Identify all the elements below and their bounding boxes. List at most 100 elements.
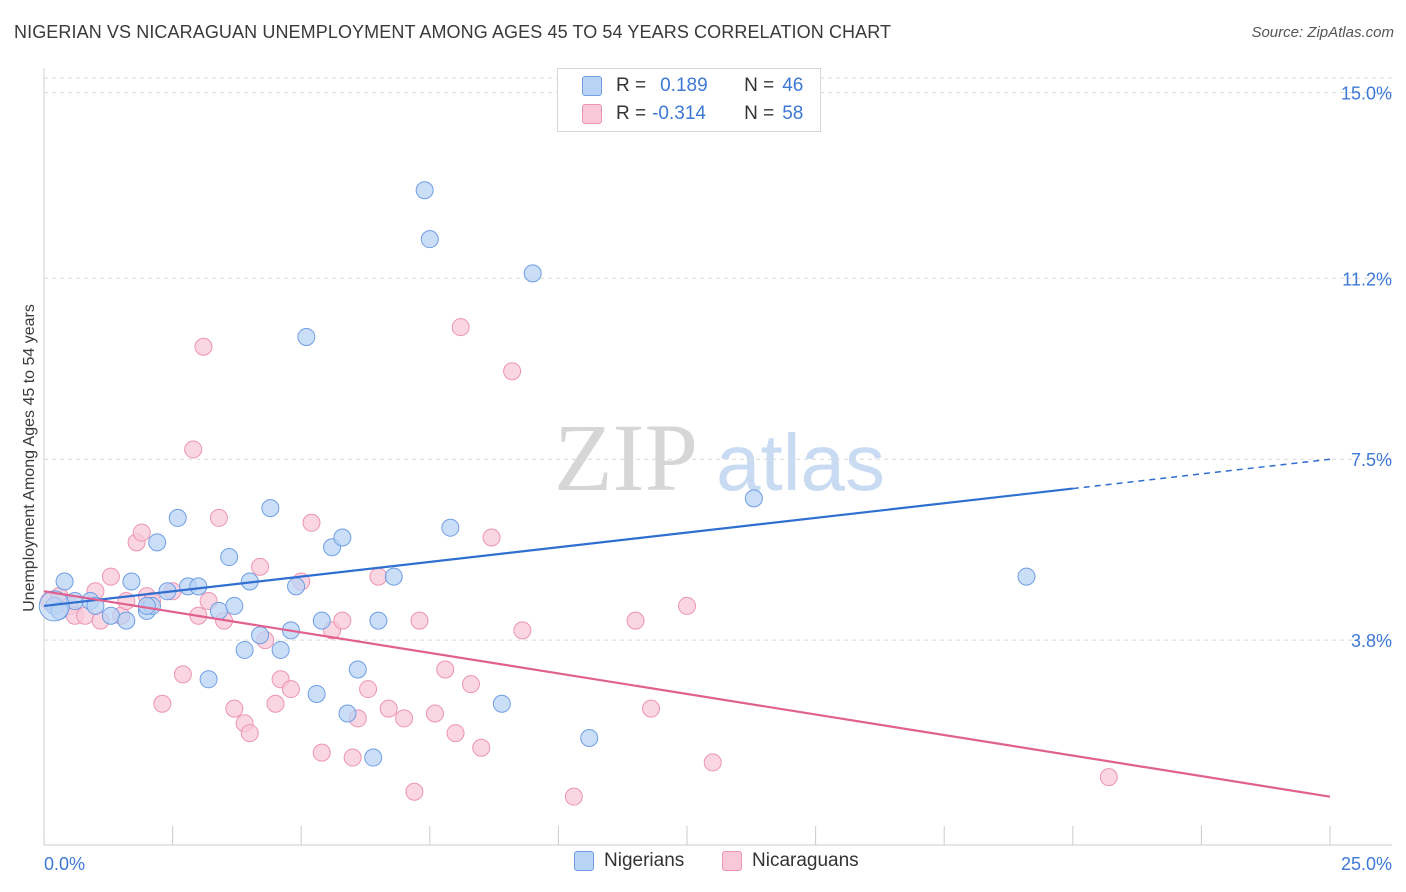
tick-labels: 3.8% 7.5% 11.2% 15.0% 0.0% 25.0% xyxy=(44,83,1392,874)
nicaraguans-point xyxy=(410,611,429,630)
chart-title: NIGERIAN VS NICARAGUAN UNEMPLOYMENT AMON… xyxy=(14,22,892,42)
nigerians-point xyxy=(271,640,290,659)
nigerians-r-value: 0.189 xyxy=(660,75,708,96)
watermark: ZIP atlas xyxy=(554,404,885,511)
nigerians-trend-extension xyxy=(1072,458,1331,490)
y-tick-label: 15.0% xyxy=(1341,83,1392,103)
x-tick-label: 25.0% xyxy=(1341,854,1392,874)
nicaraguans-point xyxy=(359,680,378,699)
legend-row-nicaraguans: R = -0.314 N = 58 xyxy=(582,101,803,127)
axis-ticks xyxy=(43,826,1392,846)
nigerians-point xyxy=(86,596,105,615)
nicaraguans-point xyxy=(461,675,480,694)
watermark-zip: ZIP xyxy=(554,404,698,511)
nicaraguans-point xyxy=(369,567,388,586)
nicaraguans-n-value: 58 xyxy=(782,103,804,124)
nigerians-points xyxy=(38,181,1036,767)
nicaraguans-point xyxy=(436,660,455,679)
x-tick-label: 0.0% xyxy=(44,854,85,874)
nigerians-point xyxy=(744,489,763,508)
trend-lines xyxy=(43,458,1331,798)
nicaraguans-point xyxy=(184,440,203,459)
nigerians-point xyxy=(415,181,434,200)
nigerians-point xyxy=(369,611,388,630)
nicaraguans-point xyxy=(446,724,465,743)
nicaraguans-point xyxy=(240,724,259,743)
nicaraguans-trend-line xyxy=(43,590,1331,798)
nicaraguans-point xyxy=(395,709,414,728)
nigerians-point xyxy=(580,728,599,747)
nicaraguans-r-label: R = xyxy=(616,103,647,124)
nigerians-point xyxy=(297,327,316,346)
nicaraguans-point xyxy=(209,508,228,527)
nicaraguans-point xyxy=(101,567,120,586)
nigerians-point xyxy=(220,548,239,567)
chart-source: Source: ZipAtlas.com xyxy=(1251,24,1394,41)
nicaraguans-point xyxy=(343,748,362,767)
nicaraguans-point xyxy=(281,680,300,699)
nigerians-point xyxy=(117,611,136,630)
nigerians-point xyxy=(312,611,331,630)
nigerians-point xyxy=(261,499,280,518)
nicaraguans-point xyxy=(472,738,491,757)
nigerians-point xyxy=(364,748,383,767)
nigerians-point xyxy=(122,572,141,591)
nigerians-point xyxy=(523,264,542,283)
nicaraguans-point xyxy=(425,704,444,723)
nicaraguans-point xyxy=(225,699,244,718)
nicaraguans-point xyxy=(564,787,583,806)
nigerians-trend-line xyxy=(43,487,1073,608)
bottom-nicaraguans-swatch xyxy=(722,851,742,871)
nigerians-point xyxy=(209,601,228,620)
nicaraguans-point xyxy=(302,513,321,532)
nigerians-point xyxy=(148,533,167,552)
bottom-legend-nicaraguans: Nicaraguans xyxy=(722,850,859,872)
nicaraguans-point xyxy=(153,694,172,713)
nigerians-point xyxy=(420,230,439,249)
legend-row-nigerians: R = 0.189 N = 46 xyxy=(582,73,803,99)
nigerians-r-label: R = xyxy=(616,75,647,96)
watermark-atlas: atlas xyxy=(716,418,885,507)
nicaraguans-point xyxy=(1099,768,1118,787)
correlation-legend: R = 0.189 N = 46 R = -0.314 N = 58 xyxy=(557,68,821,132)
nigerians-point xyxy=(307,684,326,703)
nicaraguans-point xyxy=(173,665,192,684)
nicaraguans-swatch xyxy=(582,104,602,124)
nicaraguans-point xyxy=(266,694,285,713)
nigerians-point xyxy=(333,528,352,547)
nicaraguans-point xyxy=(678,596,696,615)
nicaraguans-points xyxy=(40,318,1118,806)
bottom-nigerians-swatch xyxy=(574,851,594,871)
nigerians-point xyxy=(189,577,208,596)
nigerians-point xyxy=(492,694,511,713)
nigerians-point xyxy=(168,508,187,527)
nicaraguans-point xyxy=(641,699,660,718)
nigerians-swatch xyxy=(582,76,602,96)
nigerians-point xyxy=(199,670,218,689)
nicaraguans-point xyxy=(626,611,645,630)
y-tick-label: 7.5% xyxy=(1351,450,1392,470)
nigerians-point xyxy=(338,704,357,723)
nicaraguans-point xyxy=(251,557,270,576)
nigerians-point xyxy=(1017,567,1036,586)
nigerians-n-value: 46 xyxy=(782,75,804,96)
nigerians-point-cluster xyxy=(38,590,70,622)
y-tick-label: 11.2% xyxy=(1342,269,1392,289)
nicaraguans-point xyxy=(503,362,522,381)
nigerians-point xyxy=(251,626,270,645)
nigerians-point xyxy=(101,606,120,625)
nicaraguans-point xyxy=(482,528,501,547)
bottom-legend-nigerians: Nigerians xyxy=(574,850,684,872)
nicaraguans-point xyxy=(451,318,470,337)
nigerians-point xyxy=(235,640,254,659)
nigerians-point xyxy=(384,567,403,586)
nigerians-point xyxy=(55,572,74,591)
nigerians-point xyxy=(225,596,244,615)
nicaraguans-point xyxy=(703,753,722,772)
nicaraguans-point xyxy=(132,523,151,542)
bottom-nicaraguans-label: Nicaraguans xyxy=(752,850,859,871)
grid-lines xyxy=(44,77,1392,641)
nicaraguans-r-value: -0.314 xyxy=(652,103,706,124)
nicaraguans-point xyxy=(194,337,213,356)
